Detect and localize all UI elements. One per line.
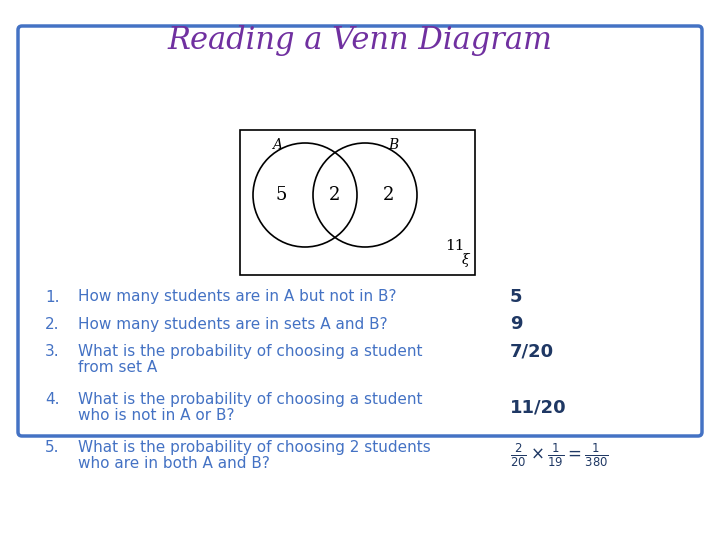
Text: 7/20: 7/20 (510, 342, 554, 360)
Text: 5.: 5. (45, 440, 60, 455)
Text: 3.: 3. (45, 344, 60, 359)
Text: 2.: 2. (45, 316, 60, 332)
Text: 5: 5 (275, 186, 287, 204)
Text: What is the probability of choosing 2 students: What is the probability of choosing 2 st… (78, 440, 431, 455)
Text: How many students are in sets A and B?: How many students are in sets A and B? (78, 316, 387, 332)
Text: A: A (272, 138, 282, 152)
FancyBboxPatch shape (18, 26, 702, 436)
Text: 11/20: 11/20 (510, 399, 567, 416)
Text: 5: 5 (510, 288, 523, 306)
Text: 2: 2 (383, 186, 395, 204)
Text: How many students are in A but not in B?: How many students are in A but not in B? (78, 289, 397, 305)
Text: 1.: 1. (45, 289, 60, 305)
Text: who is not in A or B?: who is not in A or B? (78, 408, 235, 423)
Text: 4.: 4. (45, 392, 60, 407)
Text: B: B (388, 138, 398, 152)
Text: What is the probability of choosing a student: What is the probability of choosing a st… (78, 344, 423, 359)
Text: What is the probability of choosing a student: What is the probability of choosing a st… (78, 392, 423, 407)
Text: who are in both A and B?: who are in both A and B? (78, 456, 270, 471)
Text: Reading a Venn Diagram: Reading a Venn Diagram (168, 24, 552, 56)
Bar (240, 130, 475, 275)
Text: 2: 2 (329, 186, 341, 204)
Text: ξ: ξ (462, 253, 469, 267)
Text: 9: 9 (510, 315, 523, 333)
Text: from set A: from set A (78, 360, 157, 375)
Text: 11: 11 (445, 239, 464, 253)
Text: $\frac{2}{20} \times \frac{1}{19} = \frac{1}{380}$: $\frac{2}{20} \times \frac{1}{19} = \fra… (510, 442, 609, 469)
